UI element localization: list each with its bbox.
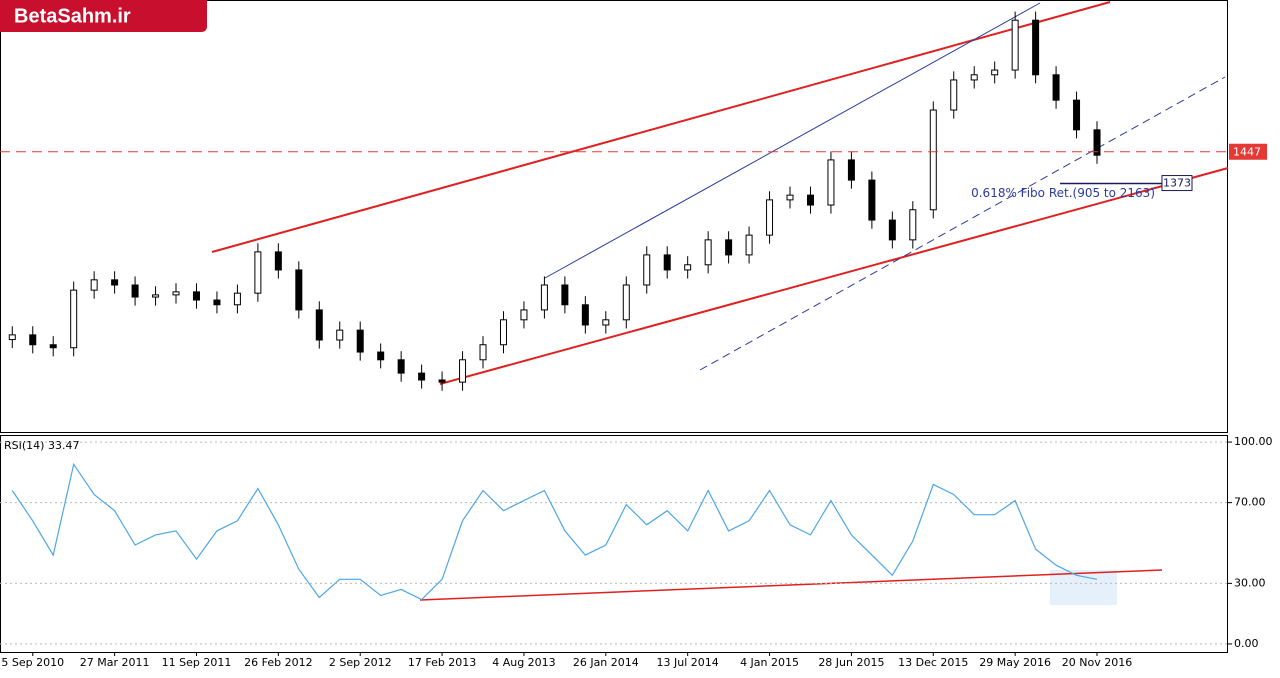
x-tick-label: 11 Sep 2011 bbox=[162, 656, 232, 669]
candle-body bbox=[745, 234, 753, 256]
candle-body bbox=[888, 219, 896, 241]
rsi-panel bbox=[0, 435, 1228, 653]
y-tick-label: 70.00 bbox=[1234, 496, 1266, 509]
candle-body bbox=[950, 79, 958, 111]
y-tick-label: 30.00 bbox=[1234, 576, 1266, 589]
candle-body bbox=[766, 199, 774, 236]
candle-body bbox=[418, 372, 426, 381]
candle-body bbox=[725, 239, 733, 256]
candle-body bbox=[602, 319, 610, 326]
x-tick-label: 4 Aug 2013 bbox=[492, 656, 555, 669]
candle-body bbox=[397, 359, 405, 374]
candle-body bbox=[8, 334, 16, 341]
candle-body bbox=[131, 284, 139, 298]
candle-body bbox=[295, 269, 303, 311]
x-tick-label: 5 Sep 2010 bbox=[1, 656, 64, 669]
candle-body bbox=[499, 319, 507, 346]
fibo-value-box bbox=[1161, 175, 1193, 192]
candle-body bbox=[315, 309, 323, 341]
candle-body bbox=[868, 179, 876, 221]
rsi-line bbox=[11, 462, 1098, 601]
candle-body bbox=[786, 194, 794, 201]
trend-line-dashed bbox=[699, 76, 1226, 371]
candle-body bbox=[909, 209, 917, 241]
x-tick-label: 2 Sep 2012 bbox=[329, 656, 392, 669]
candle-body bbox=[663, 254, 671, 271]
candle-body bbox=[90, 279, 98, 291]
candle-body bbox=[1052, 74, 1060, 101]
x-tick-label: 20 Nov 2016 bbox=[1062, 656, 1132, 669]
x-tick-label: 28 Jun 2015 bbox=[818, 656, 884, 669]
x-tick-label: 26 Feb 2012 bbox=[244, 656, 312, 669]
rsi-trend-line bbox=[419, 569, 1163, 601]
candle-body bbox=[274, 251, 282, 271]
candle-body bbox=[254, 251, 262, 294]
fibo-value: 1373 bbox=[1163, 177, 1191, 190]
candle-body bbox=[336, 329, 344, 341]
candle-body bbox=[704, 239, 712, 266]
candle-body bbox=[213, 299, 221, 306]
candle-body bbox=[622, 284, 630, 321]
candle-body bbox=[1093, 129, 1101, 156]
candle-body bbox=[806, 194, 814, 206]
candle-body bbox=[847, 159, 855, 181]
candle-body bbox=[643, 254, 651, 286]
candle-body bbox=[111, 279, 119, 286]
x-tick-label: 13 Dec 2015 bbox=[898, 656, 968, 669]
candle-body bbox=[49, 344, 57, 349]
rsi-title: RSI(14) 33.47 bbox=[4, 439, 79, 452]
candle-body bbox=[172, 291, 180, 296]
candle-body bbox=[438, 379, 446, 383]
candle-body bbox=[192, 291, 200, 301]
x-tick-label: 13 Jul 2014 bbox=[657, 656, 719, 669]
channel-lower bbox=[439, 167, 1229, 385]
candle-body bbox=[356, 329, 364, 353]
x-tick-label: 29 May 2016 bbox=[979, 656, 1051, 669]
channel-upper bbox=[211, 1, 1111, 253]
candle-body bbox=[152, 294, 160, 298]
candle-body bbox=[29, 334, 37, 346]
price-panel bbox=[0, 0, 1228, 433]
price-label: 1447 bbox=[1233, 146, 1261, 159]
fibo-label: 0.618% Fibo Ret.(905 to 2163) bbox=[971, 186, 1155, 200]
logo: BetaSahm.ir bbox=[14, 5, 131, 27]
x-tick-label: 4 Jan 2015 bbox=[740, 656, 799, 669]
candle-body bbox=[991, 69, 999, 76]
x-tick-label: 27 Mar 2011 bbox=[80, 656, 150, 669]
candle-body bbox=[233, 292, 241, 306]
candle-body bbox=[479, 344, 487, 361]
y-tick-label: 0.00 bbox=[1234, 637, 1259, 650]
x-tick-label: 17 Feb 2013 bbox=[408, 656, 476, 669]
candle-body bbox=[970, 74, 978, 81]
trend-line bbox=[544, 2, 1041, 279]
candle-body bbox=[1011, 19, 1019, 71]
price-label-bg bbox=[1229, 143, 1267, 160]
candle-body bbox=[1073, 99, 1081, 131]
candle-body bbox=[581, 304, 589, 326]
candle-body bbox=[929, 109, 937, 211]
candle-body bbox=[1032, 19, 1040, 76]
logo-bg bbox=[0, 0, 207, 32]
candle-body bbox=[561, 284, 569, 306]
candle-body bbox=[377, 351, 385, 361]
candle-body bbox=[70, 289, 78, 349]
x-tick-label: 26 Jan 2014 bbox=[573, 656, 639, 669]
candle-body bbox=[827, 159, 835, 206]
candle-body bbox=[540, 284, 548, 311]
y-tick-label: 100.00 bbox=[1234, 435, 1273, 448]
highlight-box bbox=[1050, 570, 1117, 605]
candle-body bbox=[520, 309, 528, 321]
candle-body bbox=[684, 264, 692, 271]
candle-body bbox=[459, 359, 467, 383]
